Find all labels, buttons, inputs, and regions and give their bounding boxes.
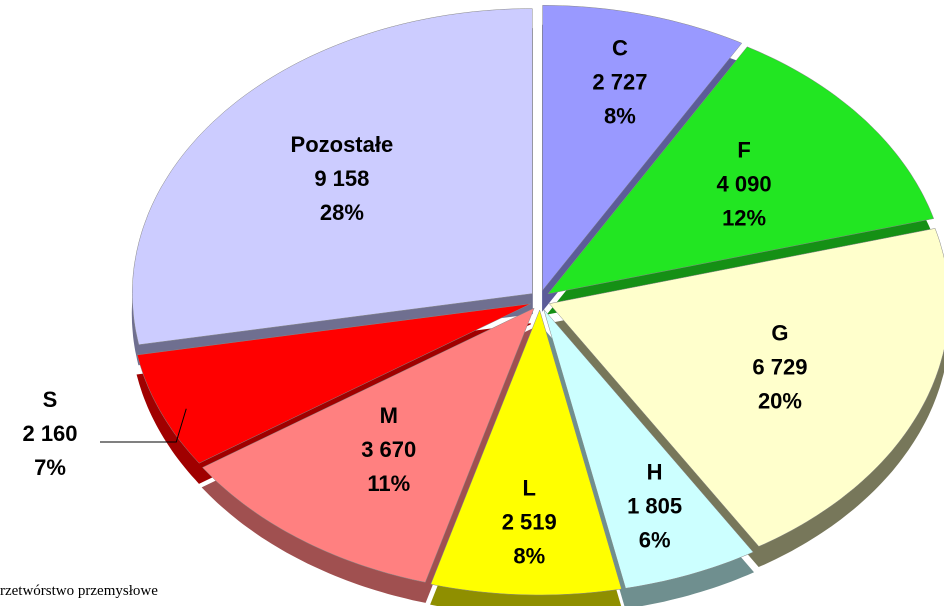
percent-label: 6% [639, 528, 671, 553]
pie-tops [132, 5, 944, 596]
category-label: G [771, 320, 788, 345]
slice [136, 303, 531, 464]
category-label: S [43, 387, 58, 412]
percent-label: 12% [722, 206, 766, 231]
category-label: Pozostałe [291, 132, 394, 157]
leader-line [100, 408, 187, 443]
slice [430, 309, 622, 596]
value-label: 9 158 [314, 166, 369, 191]
category-label: L [523, 475, 536, 500]
category-label: F [737, 138, 750, 163]
value-label: 3 670 [361, 437, 416, 462]
slice [548, 228, 944, 547]
percent-label: 28% [320, 200, 364, 225]
percent-label: 20% [758, 388, 802, 413]
slice [542, 5, 743, 292]
value-label: 4 090 [717, 172, 772, 197]
percent-label: 8% [513, 543, 545, 568]
percent-label: 8% [604, 104, 636, 129]
slice [547, 46, 935, 295]
value-label: 2 160 [22, 421, 77, 446]
slice [132, 8, 533, 345]
value-label: 1 805 [627, 494, 682, 519]
labels: C 2 727 8% F 4 090 12% G 6 729 20% H 1 805 6% L 2 519… [22, 36, 807, 569]
slice [543, 309, 754, 589]
value-label: 6 729 [752, 354, 807, 379]
slice [202, 307, 535, 583]
value-label: 2 727 [592, 70, 647, 95]
category-label: C [612, 36, 628, 61]
footnote: rzetwórstwo przemysłowe [0, 583, 158, 599]
percent-label: 11% [367, 471, 410, 496]
category-label: H [647, 460, 663, 485]
value-label: 2 519 [502, 509, 557, 534]
percent-label: 7% [34, 455, 66, 480]
category-label: M [380, 403, 398, 428]
